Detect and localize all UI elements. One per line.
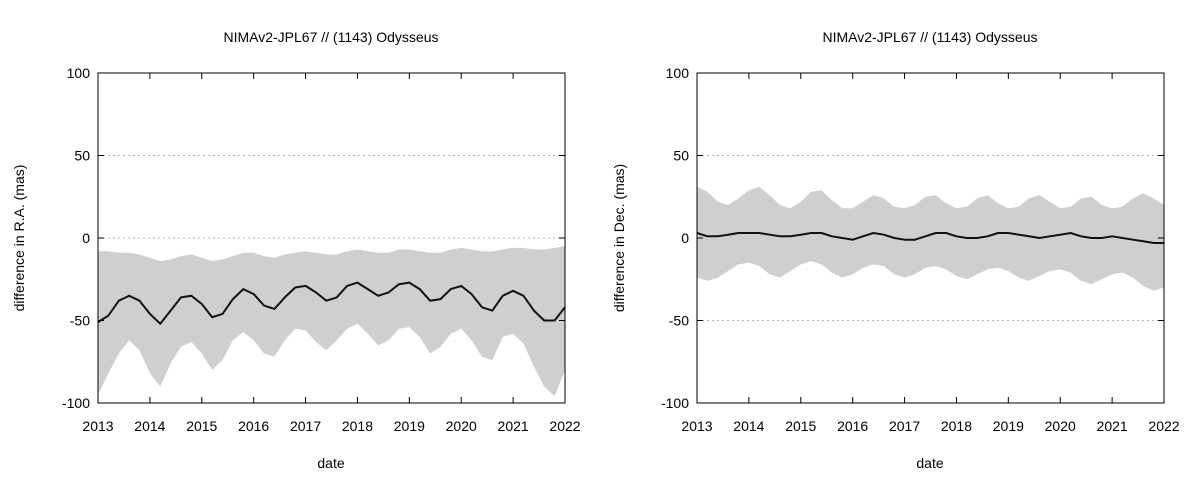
x-tick-label: 2015 [186, 418, 217, 434]
x-tick-label: 2018 [342, 418, 373, 434]
y-tick-label: 100 [67, 65, 91, 81]
y-tick-label: 0 [82, 230, 90, 246]
x-axis-label: date [916, 455, 943, 471]
y-tick-label: -50 [669, 313, 689, 329]
y-tick-label: 50 [673, 148, 689, 164]
uncertainty-band [697, 186, 1164, 291]
y-tick-label: 50 [74, 148, 90, 164]
y-tick-label: -100 [661, 395, 689, 411]
x-tick-label: 2021 [498, 418, 529, 434]
x-tick-label: 2013 [681, 418, 712, 434]
x-tick-label: 2017 [889, 418, 920, 434]
x-tick-label: 2022 [549, 418, 580, 434]
chart-dec: NIMAv2-JPL67 // (1143) Odysseus date dif… [611, 29, 1180, 471]
x-tick-label: 2019 [993, 418, 1024, 434]
x-tick-label: 2016 [238, 418, 269, 434]
x-tick-label: 2020 [446, 418, 477, 434]
chart-ra: NIMAv2-JPL67 // (1143) Odysseus date dif… [11, 29, 581, 471]
x-tick-label: 2014 [733, 418, 764, 434]
y-tick-label: 100 [666, 65, 690, 81]
uncertainty-band [98, 246, 565, 397]
x-axis-label: date [317, 455, 344, 471]
x-tick-label: 2015 [785, 418, 816, 434]
y-tick-label: -50 [70, 313, 90, 329]
chart-title: NIMAv2-JPL67 // (1143) Odysseus [822, 29, 1037, 45]
chart-title: NIMAv2-JPL67 // (1143) Odysseus [223, 29, 438, 45]
y-axis-label: difference in Dec. (mas) [611, 164, 627, 312]
x-tick-label: 2020 [1045, 418, 1076, 434]
y-axis-label: difference in R.A. (mas) [11, 165, 27, 312]
x-tick-label: 2021 [1097, 418, 1128, 434]
x-tick-label: 2018 [941, 418, 972, 434]
series-line [97, 281, 566, 325]
x-tick-label: 2014 [134, 418, 165, 434]
x-tick-label: 2013 [82, 418, 113, 434]
x-tick-label: 2017 [290, 418, 321, 434]
x-tick-label: 2019 [394, 418, 425, 434]
y-tick-label: 0 [681, 230, 689, 246]
x-tick-label: 2022 [1148, 418, 1179, 434]
series-line [696, 232, 1164, 244]
x-tick-label: 2016 [837, 418, 868, 434]
y-tick-label: -100 [62, 395, 90, 411]
